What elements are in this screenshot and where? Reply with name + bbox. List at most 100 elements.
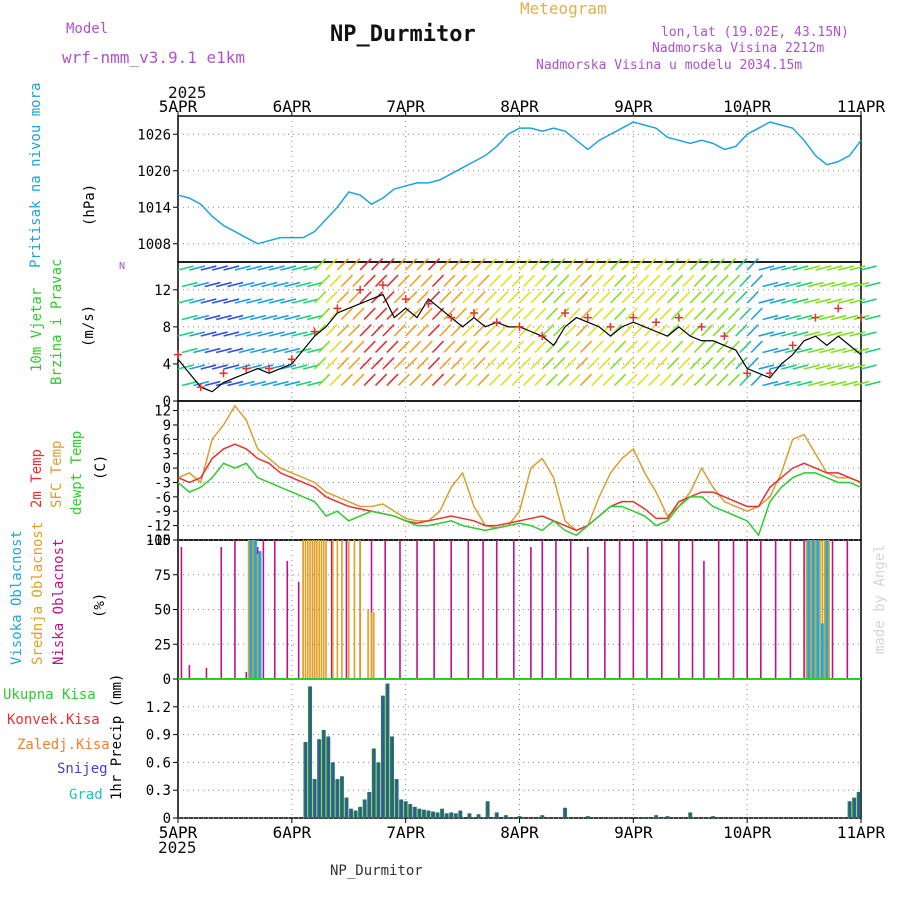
wind-barb — [568, 274, 581, 288]
year-top: 2025 — [168, 83, 207, 102]
ytick-label: -3 — [154, 475, 171, 491]
wind-gust-marker — [834, 304, 843, 313]
wind-barb — [340, 373, 354, 387]
wind-barb — [393, 356, 407, 370]
xtick-label-bottom: 11APR — [837, 823, 886, 842]
wind-barb — [397, 373, 411, 387]
wind-barb — [682, 373, 695, 387]
wind-barb — [348, 323, 361, 337]
wind-barb — [838, 364, 854, 370]
wind-barb — [193, 347, 210, 354]
wind-barb — [769, 265, 786, 271]
wind-barb — [181, 314, 198, 321]
wind-barb — [177, 298, 194, 304]
wind-barb — [636, 307, 650, 321]
wind-barb — [215, 347, 232, 354]
wind-barb — [575, 257, 589, 271]
wind-barb — [693, 307, 706, 321]
precip-snow-bar — [336, 779, 339, 818]
wind-barb — [575, 290, 589, 304]
model-label: Model — [66, 21, 109, 37]
wind-barb — [473, 356, 486, 370]
wind-barb — [712, 323, 725, 337]
wind-gust-marker — [492, 318, 501, 327]
precip-snow-bar — [382, 695, 384, 818]
precip-snow-bar — [769, 817, 771, 818]
wind-barb — [462, 323, 475, 337]
wind-gust-marker — [174, 350, 182, 359]
wind-barb — [773, 314, 790, 321]
wind-barb — [803, 364, 820, 370]
wind-barb — [211, 298, 228, 304]
wind-barb — [682, 340, 695, 354]
wind-barb — [830, 281, 847, 288]
wind-barb — [386, 274, 399, 288]
wind-barb — [250, 380, 267, 387]
wind-barb — [842, 380, 858, 387]
wind-barb — [648, 274, 661, 288]
wind-barb — [257, 364, 274, 370]
wind-barb — [632, 257, 646, 271]
wind-barb — [291, 298, 308, 304]
wind-barb — [238, 281, 255, 288]
wind-barb — [382, 323, 395, 337]
wind-barb — [272, 380, 289, 387]
wind-barb — [352, 373, 365, 387]
wind-barb — [678, 356, 691, 370]
wind-barb — [307, 347, 323, 354]
xtick-label-bottom: 7APR — [386, 823, 425, 842]
wind-barb — [716, 307, 729, 321]
ytick-label: 1026 — [137, 127, 171, 143]
wind-barb — [454, 307, 467, 321]
wind-barb — [621, 290, 634, 304]
wind-barb — [842, 314, 858, 321]
precip-snow-bar — [666, 816, 669, 818]
wind-barb — [659, 307, 672, 321]
wind-barb — [853, 347, 870, 354]
wind-barb — [238, 380, 255, 387]
wind-barb — [280, 331, 297, 337]
wind-barb — [568, 373, 581, 387]
wind-barb — [716, 274, 729, 288]
wind-barb — [250, 314, 267, 321]
wind-barb — [329, 373, 342, 387]
wind-barb — [227, 380, 244, 387]
wind-barb — [193, 281, 210, 288]
wind-barb — [238, 347, 255, 354]
precip-snow-bar — [355, 810, 357, 818]
wind-barb — [522, 274, 536, 288]
wind-barb — [427, 257, 441, 271]
wind-barb — [613, 307, 627, 321]
wind-barb — [644, 290, 657, 304]
wind-barb — [598, 356, 611, 370]
ytick-label: -12 — [146, 519, 171, 535]
meteogram-label: Meteogram — [520, 0, 607, 18]
wind-barb — [454, 373, 467, 387]
wind-barb — [507, 257, 520, 271]
wind-barb — [530, 257, 543, 271]
ytick-label: 0.6 — [146, 755, 171, 771]
wind-barb — [758, 265, 775, 271]
precip-snow-bar — [468, 813, 471, 818]
wind-barb — [849, 298, 866, 304]
wind-barb — [477, 274, 490, 288]
wind-barb — [284, 380, 301, 387]
wind-barb — [666, 290, 680, 304]
precip-freezing-label: Zaledj.Kisa — [17, 737, 110, 753]
wind-barb — [803, 265, 820, 271]
wind-barb — [462, 257, 475, 271]
wind-barb — [325, 356, 338, 370]
wind-barb — [348, 290, 361, 304]
wind-barb — [838, 265, 854, 271]
wind-barb — [427, 356, 441, 370]
wind-barb — [280, 265, 297, 271]
wind-gust-marker — [743, 369, 752, 378]
precip-snow-bar — [409, 804, 412, 818]
wind-barb — [541, 356, 554, 370]
wind-barb — [522, 340, 536, 354]
wind-barb — [397, 274, 411, 288]
wind-barb — [189, 331, 206, 337]
model-name: wrf-nmm_v3.9.1 e1km — [62, 48, 246, 67]
wind-barb — [557, 373, 570, 387]
precip-snow-bar — [849, 801, 851, 818]
